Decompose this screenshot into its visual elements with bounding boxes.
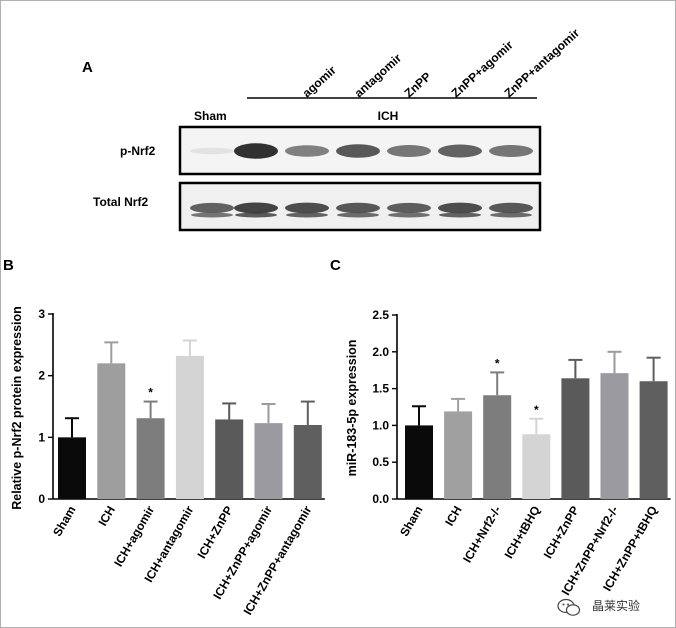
blot-band (490, 212, 532, 218)
significance-marker: * (495, 356, 500, 370)
blot-band (439, 212, 481, 218)
blot-band (336, 144, 380, 158)
blot-band (387, 202, 431, 214)
y-tick-label: 2.0 (372, 345, 389, 359)
bar (254, 423, 283, 499)
bar (561, 378, 590, 499)
ich-label: ICH (378, 109, 399, 123)
blot-band (235, 212, 277, 218)
blot-row-total-nrf2 (178, 181, 542, 232)
bar (97, 363, 126, 499)
y-tick-label: 2 (38, 369, 45, 383)
bar (58, 437, 86, 499)
blot-band (234, 202, 278, 214)
panel-b-label: B (3, 257, 14, 274)
watermark-text: 晶莱实验 (592, 598, 640, 613)
y-tick-label: 0.0 (372, 492, 389, 506)
bar (483, 395, 512, 499)
y-tick-label: 1.5 (372, 382, 389, 396)
bar (639, 381, 668, 499)
blot-band (337, 212, 379, 218)
sham-label: Sham (194, 109, 227, 123)
y-tick-label: 1.0 (372, 418, 389, 432)
bar (215, 419, 244, 499)
y-tick-label: 0.5 (372, 455, 389, 469)
blot-band (388, 212, 430, 218)
bar (444, 411, 473, 499)
blot-band (489, 145, 533, 157)
blot-band (234, 143, 278, 159)
blot-band (286, 212, 328, 218)
y-tick-label: 0 (38, 492, 45, 506)
significance-marker: * (534, 403, 539, 417)
blot-band (190, 202, 234, 214)
y-tick-label: 1 (38, 430, 45, 444)
blot-band (285, 202, 329, 214)
y-tick-label: 2.5 (372, 308, 389, 322)
y-tick-label: 3 (38, 307, 45, 321)
y-axis-label: miR-183-5p expression (345, 340, 359, 477)
wechat-icon (557, 598, 581, 616)
bar (293, 425, 322, 499)
panel-c-label: C (330, 257, 341, 274)
panel-a-label: A (82, 59, 93, 76)
blot-band (489, 202, 533, 214)
blot-row-label-total-nrf2: Total Nrf2 (93, 195, 148, 209)
watermark: 晶莱实验 (557, 598, 640, 616)
bar (175, 355, 204, 499)
blot-band (285, 145, 329, 157)
blot-band (191, 212, 233, 218)
bar (136, 418, 165, 499)
blot-row-p-nrf2 (178, 125, 542, 176)
bar (405, 425, 433, 499)
bar (522, 434, 551, 499)
blot-row-label-p-nrf2: p-Nrf2 (120, 144, 156, 158)
blot-band (438, 202, 482, 214)
bar (600, 373, 629, 499)
blot-band (387, 145, 431, 157)
y-axis-label: Relative p-Nrf2 protein expression (10, 306, 24, 510)
blot-band (438, 144, 482, 158)
significance-marker: * (148, 386, 153, 400)
blot-band (190, 147, 234, 155)
blot-band (336, 202, 380, 214)
